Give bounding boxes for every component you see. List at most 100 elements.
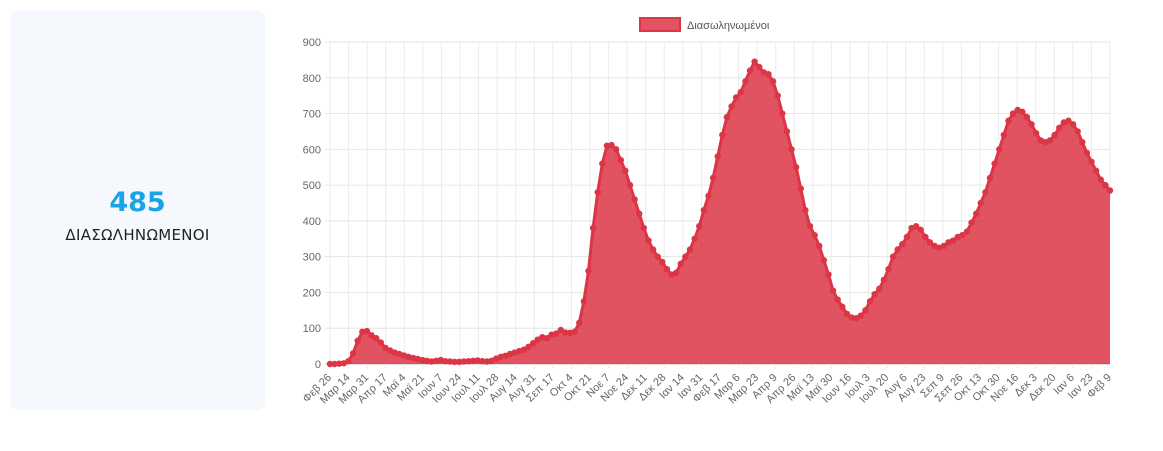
data-point <box>571 328 578 335</box>
y-tick-label: 200 <box>303 287 321 299</box>
data-point <box>977 199 984 207</box>
data-point <box>1056 124 1063 132</box>
data-point <box>354 337 361 344</box>
data-point <box>345 357 352 365</box>
data-point <box>446 358 454 365</box>
data-point <box>774 92 781 99</box>
data-point <box>1069 121 1077 128</box>
data-point <box>709 174 717 182</box>
y-tick-label: 900 <box>303 37 321 49</box>
data-point <box>552 330 560 337</box>
data-point <box>336 360 343 367</box>
data-point <box>889 253 897 260</box>
data-point <box>1005 117 1012 124</box>
stat-value: 485 <box>109 186 166 218</box>
y-tick-label: 100 <box>303 323 321 335</box>
data-point <box>972 210 980 217</box>
data-point <box>525 343 532 351</box>
series-area <box>330 61 1110 365</box>
data-point <box>649 246 657 253</box>
data-point <box>363 327 371 335</box>
data-point <box>737 88 744 96</box>
legend-swatch <box>639 17 681 32</box>
data-point <box>580 298 588 305</box>
data-point <box>442 357 449 365</box>
data-point <box>949 237 957 244</box>
data-point <box>608 141 615 149</box>
data-point <box>792 164 800 171</box>
y-tick-label: 700 <box>303 109 321 121</box>
data-point <box>691 235 698 242</box>
data-point <box>1000 131 1008 139</box>
data-point <box>631 196 638 203</box>
data-point <box>968 219 975 226</box>
data-point <box>834 296 841 303</box>
data-point <box>456 358 463 366</box>
data-point <box>479 357 486 365</box>
data-point <box>520 346 528 353</box>
data-point <box>996 146 1003 153</box>
data-point <box>331 360 338 368</box>
y-tick-label: 0 <box>315 359 321 371</box>
data-point <box>769 78 777 85</box>
data-point <box>885 265 892 273</box>
data-point <box>1032 130 1040 137</box>
data-point <box>728 103 735 110</box>
data-point <box>756 63 763 71</box>
data-point <box>645 237 652 244</box>
data-point <box>696 223 703 230</box>
data-point <box>636 210 643 217</box>
data-point <box>1065 117 1072 124</box>
data-point <box>742 78 749 85</box>
data-point <box>922 233 929 241</box>
data-point <box>349 350 357 357</box>
data-point <box>626 181 634 189</box>
data-point <box>663 265 671 273</box>
data-point <box>866 298 874 305</box>
data-point <box>460 358 468 365</box>
data-point <box>917 226 924 234</box>
y-tick-label: 800 <box>303 73 321 85</box>
data-point <box>1028 121 1035 128</box>
data-point <box>700 206 708 214</box>
data-point <box>326 360 334 368</box>
data-point <box>751 58 758 65</box>
data-point <box>1102 181 1109 189</box>
y-tick-label: 500 <box>303 180 321 192</box>
data-point <box>982 189 989 196</box>
data-point <box>802 206 809 214</box>
data-point <box>1097 176 1104 183</box>
data-point <box>686 246 694 253</box>
data-point <box>594 189 601 196</box>
y-tick-label: 400 <box>303 216 321 228</box>
data-point <box>589 224 597 232</box>
data-point <box>723 113 731 121</box>
data-point <box>654 253 661 260</box>
data-point <box>797 185 804 192</box>
data-point <box>1051 131 1058 139</box>
y-tick-label: 300 <box>303 252 321 264</box>
data-point <box>876 285 883 293</box>
data-point <box>903 233 911 241</box>
data-point <box>811 232 818 239</box>
data-point <box>1074 128 1081 135</box>
data-point <box>659 258 666 266</box>
data-point <box>1106 187 1114 194</box>
data-point <box>451 358 458 366</box>
data-point <box>829 287 837 294</box>
data-point <box>806 223 814 230</box>
stat-label: ΔΙΑΣΩΛΗΝΩΜΕΝΟΙ <box>65 225 210 244</box>
data-point <box>926 239 934 246</box>
data-point <box>788 146 795 153</box>
legend-label: Διασωληνωμένοι <box>687 20 770 32</box>
data-point <box>640 224 648 232</box>
data-point <box>783 128 791 135</box>
data-point <box>825 271 832 278</box>
data-point <box>1023 113 1031 121</box>
data-point <box>1088 158 1095 166</box>
data-point <box>705 192 712 200</box>
data-point <box>732 94 740 101</box>
data-point <box>1046 137 1054 144</box>
data-point <box>677 260 684 268</box>
